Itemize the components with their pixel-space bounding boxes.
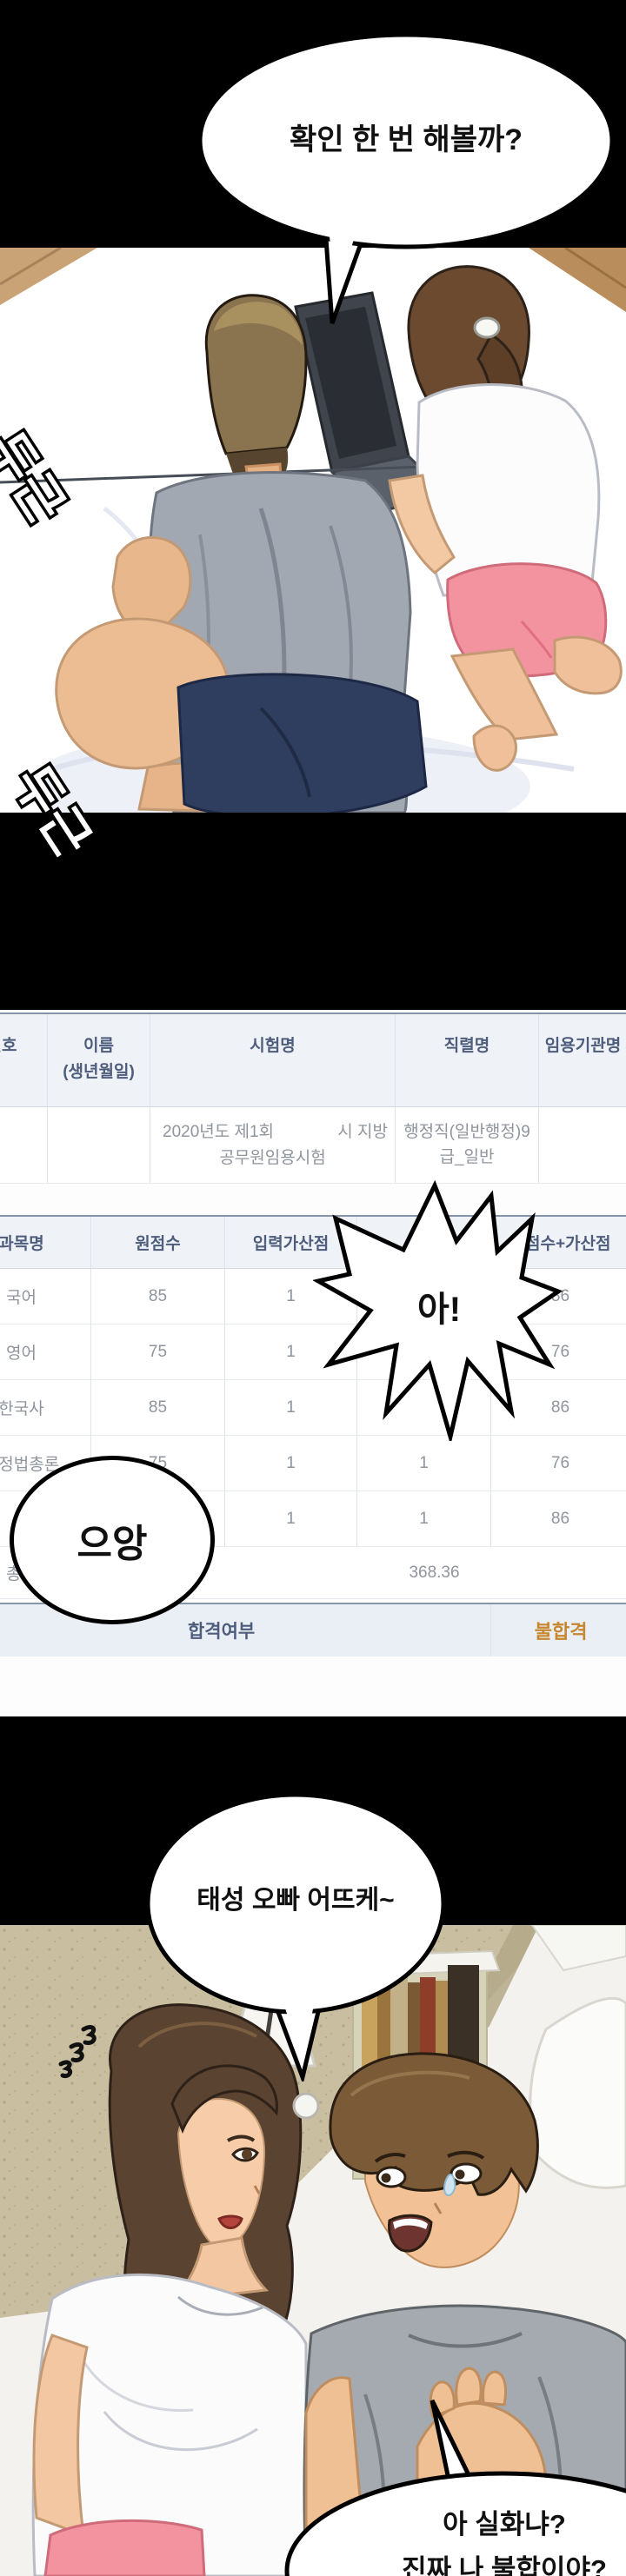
speech-bubble-check: [197, 32, 615, 324]
wood-floor-top-right: [529, 248, 626, 312]
woman-arm: [32, 2334, 89, 2538]
cry-bubble: 으앙: [10, 1456, 215, 1624]
woman-foot: [553, 635, 623, 695]
col-header-agency: 임용기관명: [539, 1014, 626, 1107]
woman-shorts: [43, 2519, 206, 2576]
man-arm: [111, 535, 192, 641]
speech-bubble-shock-text1: 아 실화냐?: [443, 2509, 566, 2539]
man-hair: [329, 2052, 539, 2196]
fail-status-badge: 불합격: [490, 1604, 626, 1656]
table-row-cell: 1: [225, 1380, 357, 1436]
speech-bubble-check-text: 확인 한 번 해볼까?: [289, 123, 523, 156]
cell-no: [0, 1107, 48, 1184]
cell-agency: [539, 1107, 626, 1184]
table-row-cell: 86: [491, 1380, 626, 1436]
room-scene-illustration: [0, 1925, 626, 2576]
woman-figure: [388, 265, 623, 772]
table-row-cell: 1: [357, 1491, 491, 1547]
sweat-drop: [443, 2174, 456, 2197]
pass-label: 합격여부: [187, 1622, 256, 1642]
woman-bangs: [170, 2064, 278, 2134]
col-header-raw: 원점수: [91, 1217, 225, 1269]
col-header-name: 이름 (생년월일): [48, 1014, 150, 1107]
speech-bubble-shock: [284, 2399, 626, 2576]
col-header-subject: 과목명: [0, 1217, 91, 1269]
col-header-no: 번호: [0, 1014, 48, 1107]
woman-brow: [226, 2134, 256, 2142]
table-row-cell: 한국사: [0, 1380, 91, 1436]
woman-arm: [388, 474, 456, 574]
cell-exam-name: 2020년도 제1회 시 지방 공무원임용시험: [150, 1107, 396, 1184]
hair-scrunchie: [292, 2092, 320, 2120]
cell-series: 행정직(일반행정)9급_일반: [396, 1107, 539, 1184]
bed-scene-illustration: [0, 248, 626, 813]
table-row-cell: 1: [225, 1436, 357, 1491]
speech-bubble-shock-text2: 진짜 나 불합이야?: [402, 2554, 607, 2576]
hair-scrunchie: [473, 316, 501, 339]
man-hair: [204, 294, 308, 455]
speech-bubble-worry: [145, 1792, 446, 2081]
woman-figure: [31, 2003, 320, 2576]
exam-info-table: 번호 이름 (생년월일) 시험명 직렬명 임용기관명 2020년도 제1회 시 …: [0, 1012, 626, 1184]
headboard: [530, 1925, 626, 1972]
table-row-cell: 1: [357, 1436, 491, 1491]
table-row-cell: 영어: [0, 1325, 91, 1380]
woman-foot-2: [472, 724, 517, 772]
table-row-cell: 76: [491, 1325, 626, 1380]
speech-bubble-worry-text: 태성 오빠 어뜨케~: [196, 1886, 395, 1915]
burst-bubble: [313, 1180, 563, 1441]
cell-name: [48, 1107, 150, 1184]
man-shorts: [176, 673, 428, 813]
col-header-exam: 시험명: [150, 1014, 396, 1107]
table-row-cell: 85: [91, 1380, 225, 1436]
table-row-cell: 국어: [0, 1269, 91, 1325]
sigh-marks: [58, 2025, 97, 2079]
panel-black-middle: [0, 813, 626, 1010]
table-row-cell: 75: [91, 1325, 225, 1380]
burst-bubble-text: 아!: [416, 1291, 462, 1329]
col-header-series: 직렬명: [396, 1014, 539, 1107]
table-row-cell: [357, 1380, 491, 1436]
table-row-cell: 86: [491, 1491, 626, 1547]
table-row-cell: 1: [225, 1491, 357, 1547]
pillow: [529, 1996, 626, 2189]
man-figure: [55, 294, 428, 813]
woman-mouth: [217, 2214, 243, 2229]
table-row-cell: 85: [91, 1269, 225, 1325]
wood-floor-top-left: [0, 248, 97, 305]
woman-leg: [450, 647, 559, 741]
total-row-value: 368.36: [91, 1547, 626, 1599]
table-row-cell: 76: [491, 1436, 626, 1491]
